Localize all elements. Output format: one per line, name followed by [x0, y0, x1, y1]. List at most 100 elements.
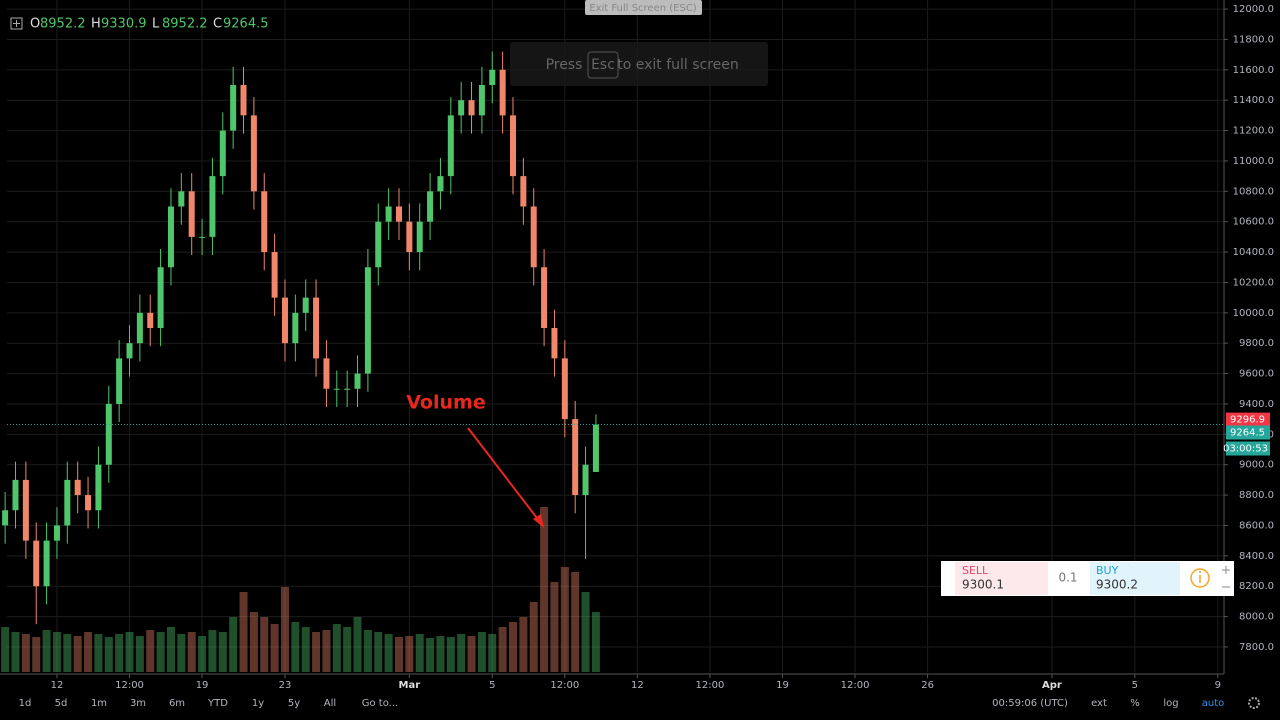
- candle-body: [592, 424, 599, 472]
- y-tick-label: 9400.0: [1239, 399, 1274, 410]
- grid: [7, 0, 1224, 672]
- volume-bar: [198, 636, 207, 672]
- volume-bar: [332, 624, 341, 672]
- buy-price: 9300.2: [1096, 578, 1138, 592]
- buy-button[interactable]: [1090, 562, 1180, 595]
- sell-button[interactable]: [955, 562, 1048, 595]
- volume-bar: [374, 632, 383, 672]
- candle-body: [499, 69, 506, 116]
- range-button[interactable]: 6m: [169, 698, 185, 709]
- y-tick-label: 8600.0: [1239, 520, 1274, 531]
- annotation-arrow: [467, 427, 541, 523]
- candle-body: [582, 464, 589, 496]
- volume-bar: [467, 636, 476, 672]
- info-icon[interactable]: [1190, 568, 1210, 588]
- y-tick-label: 10800.0: [1233, 186, 1274, 197]
- volume-bar: [343, 627, 352, 672]
- ohlc-value: 8952.2: [40, 17, 86, 32]
- volume-bar: [11, 632, 20, 672]
- volume-bar: [581, 592, 590, 672]
- ohlc-label: L: [152, 17, 160, 32]
- candle-body: [281, 297, 288, 344]
- candle-body: [375, 221, 382, 268]
- expand-icon[interactable]: [10, 17, 23, 30]
- range-button[interactable]: 5d: [55, 698, 68, 709]
- volume-bar: [21, 634, 30, 672]
- range-button[interactable]: YTD: [207, 698, 228, 709]
- volume-bar: [63, 634, 72, 672]
- candle-body: [250, 115, 257, 192]
- y-tick-label: 9800.0: [1239, 338, 1274, 349]
- scale-option[interactable]: auto: [1202, 698, 1225, 709]
- esc-key-label: Esc: [591, 57, 615, 73]
- annotation-arrowhead: [533, 514, 544, 528]
- utc-time: 00:59:06 (UTC): [992, 698, 1068, 709]
- ohlc-label: C: [213, 17, 222, 32]
- volume-bar: [280, 587, 289, 672]
- candle-body: [313, 297, 320, 359]
- volume-bar: [125, 632, 134, 672]
- ohlc-value: 8952.2: [162, 17, 208, 32]
- exit-fullscreen-button[interactable]: [585, 0, 702, 15]
- candle-body: [458, 100, 465, 116]
- candle-body: [95, 464, 102, 511]
- candle-body: [85, 495, 92, 511]
- esc-key: [587, 51, 619, 79]
- volume-bar: [477, 632, 486, 672]
- volume-bar: [156, 632, 165, 672]
- y-tick-label: 11800.0: [1233, 34, 1274, 45]
- y-tick-label: 8200.0: [1239, 581, 1274, 592]
- candle-body: [302, 297, 309, 313]
- settings-icon[interactable]: [1248, 697, 1260, 709]
- volume-bar: [249, 612, 258, 672]
- bottom-toolbar: 1d 5d 1m 3m 6m YTD 1y 5y All Go to... 00:59:06 (UT…: [0, 692, 1280, 720]
- x-tick-label: 9: [1215, 680, 1221, 691]
- price-label: 9296.9: [1230, 415, 1265, 426]
- notice-text: Press: [546, 57, 583, 73]
- volume-bar: [166, 627, 175, 672]
- volume-bar: [104, 637, 113, 672]
- x-tick-label: 26: [921, 680, 934, 691]
- candle-body: [395, 206, 402, 222]
- range-button[interactable]: 1y: [252, 698, 264, 709]
- range-button[interactable]: 3m: [130, 698, 146, 709]
- candle-body: [437, 176, 444, 192]
- scale-option[interactable]: %: [1130, 698, 1140, 709]
- scale-option[interactable]: ext: [1091, 698, 1107, 709]
- candle-body: [209, 176, 216, 237]
- scale-option[interactable]: log: [1163, 698, 1178, 709]
- volume-bar: [73, 636, 82, 672]
- volume-bar: [94, 634, 103, 672]
- volume-bar: [529, 602, 538, 672]
- candle-body: [478, 85, 485, 116]
- candle-body: [551, 328, 558, 359]
- range-button[interactable]: 1m: [91, 698, 107, 709]
- range-button[interactable]: 1d: [19, 698, 32, 709]
- volume-bar: [394, 637, 403, 672]
- notice-text: to exit full screen: [617, 57, 739, 73]
- range-button[interactable]: Go to...: [362, 698, 398, 709]
- candle-body: [344, 388, 351, 390]
- candle-body: [199, 236, 206, 238]
- candle-body: [271, 252, 278, 298]
- buy-label: BUY: [1096, 564, 1119, 577]
- x-tick-label: 5: [489, 680, 495, 691]
- y-tick-label: 8000.0: [1239, 612, 1274, 623]
- x-tick-label: 12:00: [841, 680, 870, 691]
- range-button[interactable]: All: [324, 698, 336, 709]
- fullscreen-notice: [510, 42, 768, 86]
- candle-body: [126, 343, 133, 359]
- volume-bar: [498, 627, 507, 672]
- x-tick-label: 12: [631, 680, 644, 691]
- candle-body: [416, 221, 423, 253]
- candle-body: [188, 191, 195, 237]
- y-tick-label: 8800.0: [1239, 490, 1274, 501]
- volume-bar: [218, 632, 227, 672]
- volume-bar: [571, 572, 580, 672]
- ohlc-header: O 8952.2 H 9330.9 L 8952.2 C 9264.5: [30, 17, 269, 32]
- range-button[interactable]: 5y: [288, 698, 300, 709]
- volume-bars: [1, 507, 600, 672]
- quantity[interactable]: 0.1: [1058, 571, 1077, 585]
- volume-bar: [1, 627, 10, 672]
